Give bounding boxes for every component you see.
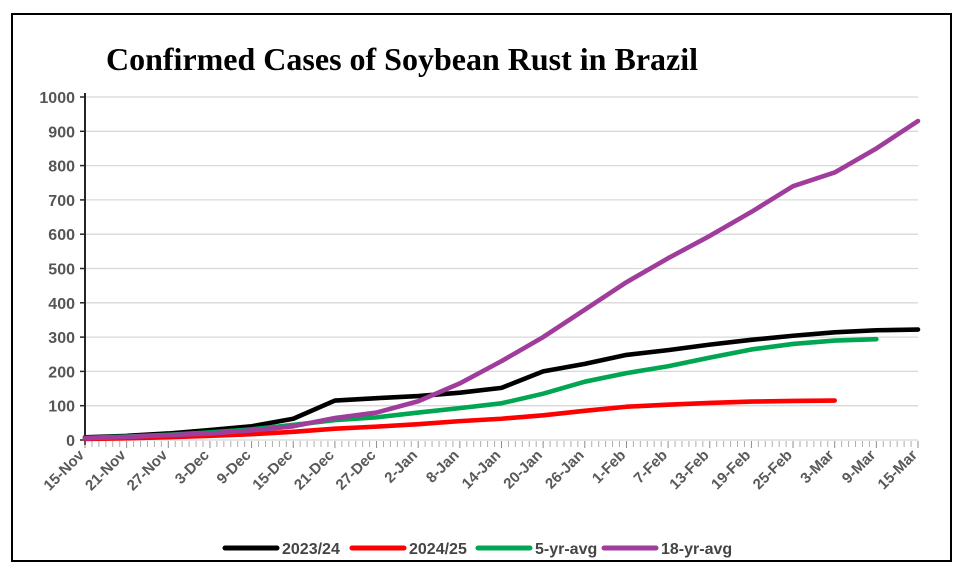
chart-border-frame [11, 13, 952, 562]
x-tick-label: 8-Jan [423, 447, 463, 487]
x-tick-label: 27-Dec [333, 447, 380, 494]
y-tick-label: 100 [48, 399, 75, 416]
x-tick-label: 1-Feb [589, 447, 629, 487]
y-tick-label: 1000 [39, 90, 75, 107]
y-tick-label: 200 [48, 364, 75, 381]
legend-item-2024-25: 2024/25 [349, 541, 467, 558]
y-tick-label: 700 [48, 193, 75, 210]
x-tick-label: 20-Jan [500, 447, 546, 493]
x-tick-label: 15-Nov [40, 446, 88, 494]
x-tick-label: 14-Jan [459, 447, 505, 493]
x-tick-label: 27-Nov [124, 446, 172, 494]
x-tick-label: 2-Jan [381, 447, 421, 487]
legend-item-18-yr-avg: 18-yr-avg [601, 541, 732, 558]
y-tick-label: 600 [48, 227, 75, 244]
x-tick-label: 15-Mar [875, 447, 921, 493]
series-line-18-yr-avg [82, 118, 921, 441]
x-tick-label: 3-Mar [797, 447, 837, 487]
y-tick-label: 300 [48, 330, 75, 347]
chart-title: Confirmed Cases of Soybean Rust in Brazi… [106, 41, 698, 77]
legend-item-5-yr-avg: 5-yr-avg [475, 541, 597, 558]
y-tick-label: 0 [66, 433, 75, 450]
y-tick-label: 500 [48, 262, 75, 279]
series-lines [82, 118, 921, 442]
x-tick-label: 7-Feb [631, 447, 671, 487]
legend-label-2023-24: 2023/24 [282, 541, 340, 558]
x-tick-label: 21-Nov [82, 446, 130, 494]
legend-label-18-yr-avg: 18-yr-avg [661, 541, 732, 558]
legend-item-2023-24: 2023/24 [222, 541, 340, 558]
y-tick-label: 800 [48, 159, 75, 176]
legend-label-2024-25: 2024/25 [409, 541, 467, 558]
y-axis: 0 100 200 300 400 500 600 700 800 900 1000 [39, 90, 86, 450]
y-tick-label: 400 [48, 296, 75, 313]
series-line-2024-25 [82, 398, 838, 442]
x-tick-label: 9-Mar [839, 447, 879, 487]
x-tick-label: 21-Dec [291, 447, 338, 494]
x-tick-label: 13-Feb [666, 447, 712, 493]
series-line-2023-24 [82, 327, 921, 440]
x-tick-label: 25-Feb [750, 447, 796, 493]
legend: 2023/24 2024/25 5-yr-avg 18-yr-avg [222, 541, 732, 558]
x-tick-label: 26-Jan [542, 447, 588, 493]
legend-label-5-yr-avg: 5-yr-avg [535, 541, 597, 558]
y-tick-label: 900 [48, 124, 75, 141]
x-tick-label: 15-Dec [249, 447, 296, 494]
x-tick-label: 3-Dec [172, 447, 213, 488]
x-tick-label: 19-Feb [708, 447, 754, 493]
